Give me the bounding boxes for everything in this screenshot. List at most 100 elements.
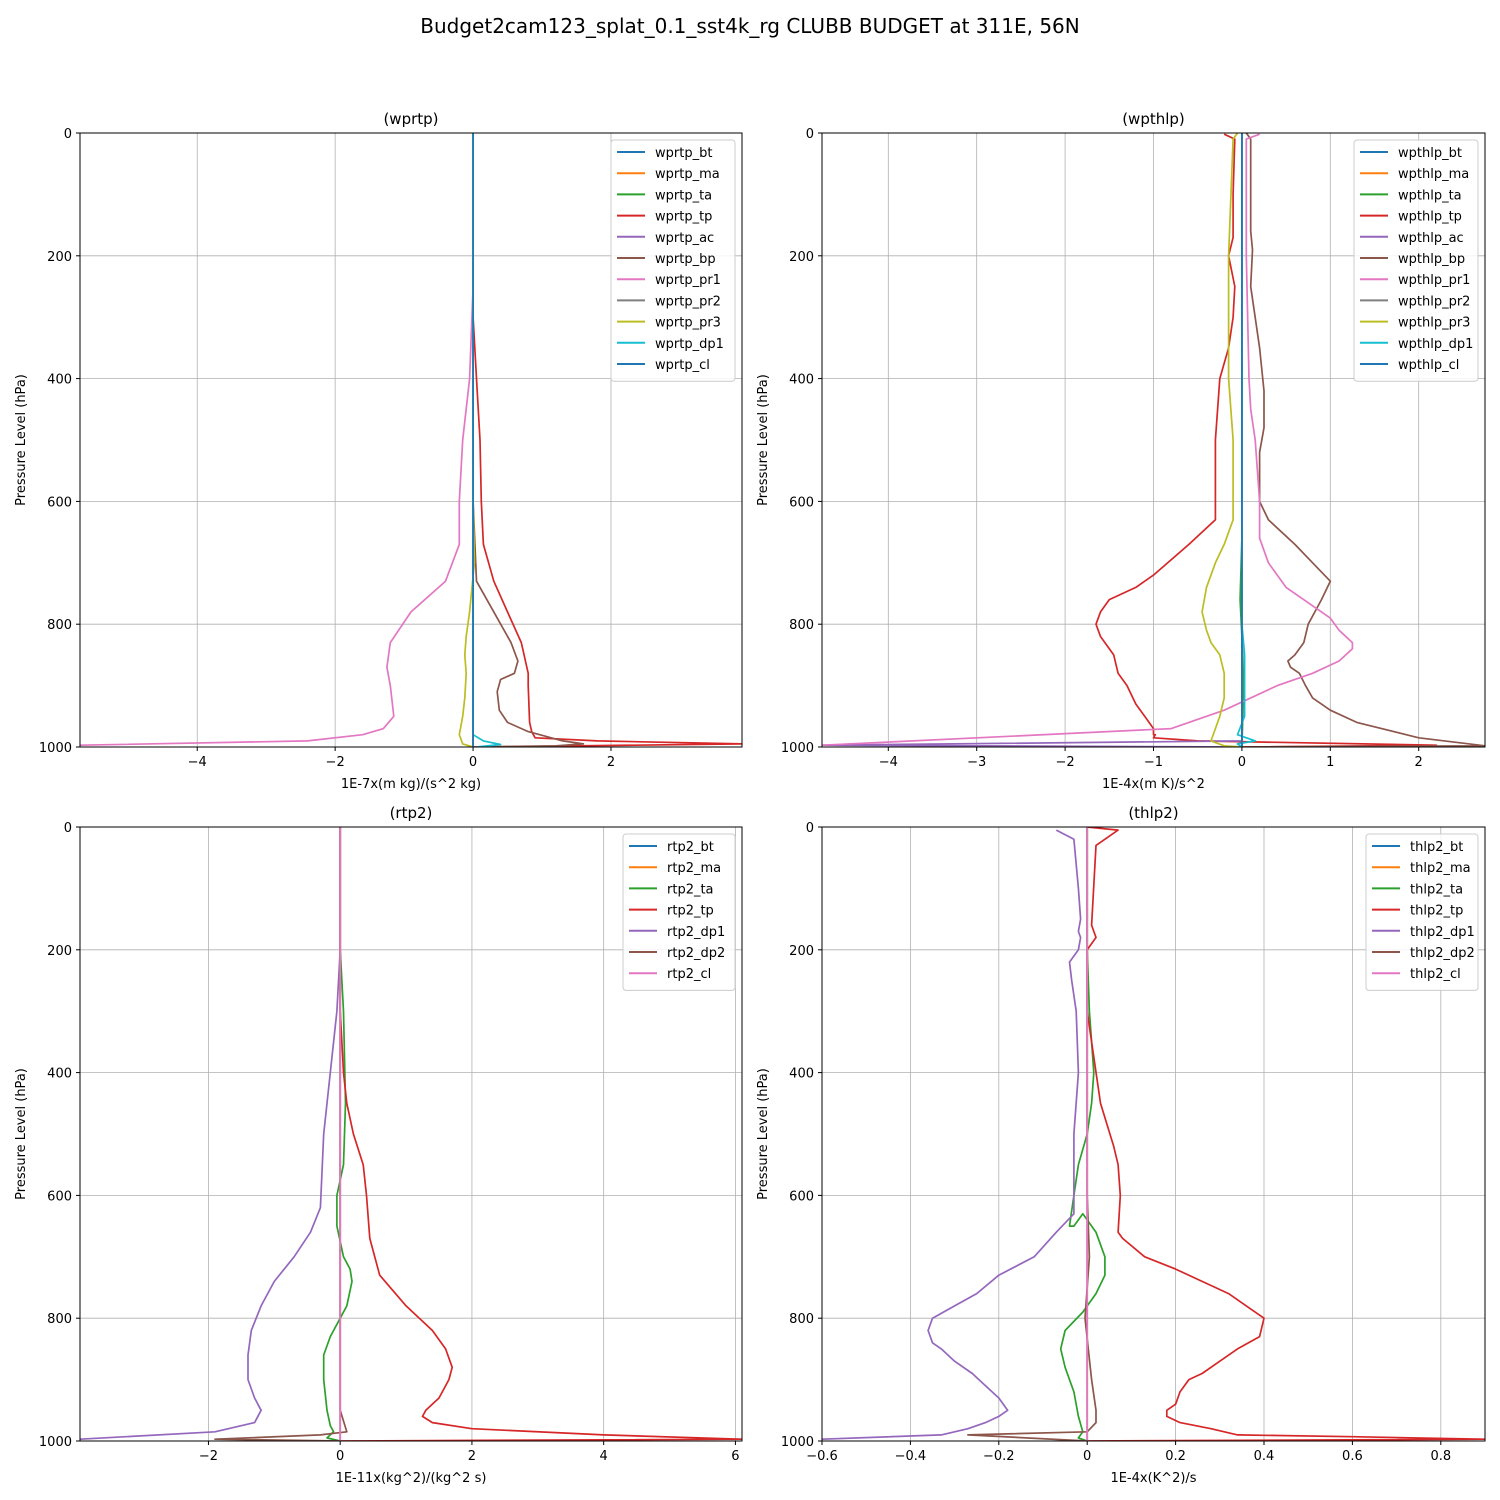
y-tick-label: 200 [47, 250, 72, 265]
legend-label: wpthlp_bp [1398, 252, 1465, 267]
x-tick-label: 0.6 [1342, 1449, 1363, 1464]
series-line-thlp2_dp1 [822, 829, 1082, 1441]
legend-label: wprtp_tp [655, 210, 712, 225]
legend-label: wprtp_pr2 [655, 294, 721, 309]
axes-frame [79, 826, 743, 1442]
legend-label: wpthlp_ac [1398, 231, 1464, 246]
x-tick-label: 0.2 [1165, 1449, 1186, 1464]
x-tick-label: 1 [1326, 755, 1334, 770]
series-group [80, 133, 742, 747]
series-group [80, 827, 742, 1441]
x-tick-label: −4 [879, 755, 898, 770]
panel-title: (wprtp) [383, 110, 438, 128]
panel-title: (wpthlp) [1122, 110, 1185, 128]
series-line-rtp2_ta [322, 827, 353, 1441]
axes-frame [821, 826, 1486, 1442]
legend-label: wpthlp_pr1 [1398, 273, 1470, 288]
y-tick-label: 400 [47, 373, 72, 388]
legend-label: rtp2_dp1 [667, 925, 725, 940]
legend-label: wpthlp_ma [1398, 167, 1469, 182]
legend-label: thlp2_ta [1410, 882, 1463, 897]
legend: rtp2_bt rtp2_ma rtp2_ta rtp2_tp rtp2_dp1 rtp2… [622, 833, 736, 991]
x-tick-label: −3 [967, 755, 986, 770]
x-tick-label: −0.2 [983, 1449, 1015, 1464]
legend-label: rtp2_bt [667, 840, 714, 855]
y-axis-label: Pressure Level (hPa) [756, 1068, 771, 1200]
legend-label: wprtp_pr3 [655, 316, 721, 331]
legend-label: wprtp_cl [655, 358, 710, 373]
legend-label: wprtp_ta [655, 188, 712, 203]
series-group [822, 827, 1485, 1441]
x-tick-label: −4 [188, 755, 207, 770]
legend-label: thlp2_dp2 [1410, 946, 1475, 961]
legend-label: wpthlp_pr3 [1398, 316, 1470, 331]
y-tick-label: 0 [64, 127, 72, 142]
panel-2: −4 −3 −2 −1 0 1 2 0 200 400 600 800 1000 (wpthlp) 1E-4… [756, 110, 1486, 792]
series-line-wpthlp_tp [1095, 133, 1438, 747]
series-line-rtp2_dp1 [80, 827, 342, 1441]
x-tick-label: −2 [199, 1449, 218, 1464]
x-tick-label: 4 [600, 1449, 608, 1464]
series-line-wpthlp_pr1 [822, 133, 1354, 747]
legend-label: wprtp_ma [655, 167, 720, 182]
series-line-thlp2_ta [1059, 827, 1106, 1441]
y-tick-label: 1000 [781, 741, 814, 756]
x-tick-label: 0 [336, 1449, 344, 1464]
y-tick-label: 800 [47, 618, 72, 633]
legend-label: wpthlp_ta [1398, 188, 1462, 203]
series-line-rtp2_tp [339, 827, 742, 1441]
legend-label: thlp2_bt [1410, 840, 1463, 855]
y-tick-label: 800 [789, 1312, 814, 1327]
x-axis-label: 1E-4x(m K)/s^2 [1102, 777, 1205, 792]
y-tick-label: 800 [47, 1312, 72, 1327]
panel-1: −4 −2 0 2 0 200 400 600 800 1000 (wprtp) 1E-7x(m kg… [14, 110, 743, 792]
x-tick-label: 2 [468, 1449, 476, 1464]
y-tick-label: 1000 [781, 1435, 814, 1450]
series-line-wpthlp_bp [1245, 133, 1485, 747]
series-line-thlp2_dp2 [967, 827, 1097, 1441]
x-tick-label: 0 [1083, 1449, 1091, 1464]
panel-title: (rtp2) [390, 804, 433, 822]
series-group [822, 133, 1485, 747]
x-axis-label: 1E-4x(K^2)/s [1110, 1471, 1196, 1486]
panel-title: (thlp2) [1128, 804, 1178, 822]
series-line-wprtp_dp1 [472, 133, 502, 747]
legend-label: wpthlp_bt [1398, 146, 1462, 161]
x-tick-label: 0 [469, 755, 477, 770]
y-tick-label: 800 [789, 618, 814, 633]
series-line-wpthlp_pr3 [1201, 133, 1242, 747]
legend-label: rtp2_dp2 [667, 946, 725, 961]
x-tick-label: 6 [731, 1449, 739, 1464]
axes-frame [79, 132, 743, 748]
series-line-wprtp_bp [472, 133, 585, 747]
x-tick-label: −0.4 [895, 1449, 927, 1464]
x-axis-label: 1E-7x(m kg)/(s^2 kg) [341, 777, 481, 792]
legend-label: thlp2_cl [1410, 967, 1461, 982]
y-tick-label: 1000 [39, 741, 72, 756]
y-tick-label: 400 [47, 1067, 72, 1082]
panel-3: −2 0 2 4 6 0 200 400 600 800 1000 (rtp2) 1E-11x(kg^2… [14, 804, 743, 1486]
y-tick-label: 600 [47, 1189, 72, 1204]
legend-label: wpthlp_dp1 [1398, 337, 1473, 352]
y-tick-label: 0 [64, 821, 72, 836]
y-tick-label: 200 [47, 944, 72, 959]
x-tick-label: 0.4 [1254, 1449, 1275, 1464]
y-tick-label: 1000 [39, 1435, 72, 1450]
legend-label: thlp2_ma [1410, 861, 1471, 876]
series-line-wprtp_pr3 [458, 133, 476, 747]
legend-label: thlp2_dp1 [1410, 925, 1475, 940]
x-tick-label: 2 [1415, 755, 1423, 770]
y-tick-label: 0 [806, 821, 814, 836]
legend-label: wpthlp_tp [1398, 210, 1462, 225]
legend-label: thlp2_tp [1410, 904, 1463, 919]
legend-label: wprtp_bp [655, 252, 716, 267]
legend-label: wprtp_bt [655, 146, 712, 161]
y-tick-label: 400 [789, 1067, 814, 1082]
y-axis-label: Pressure Level (hPa) [14, 1068, 29, 1200]
series-line-wpthlp_ac [822, 133, 1243, 747]
legend: wprtp_bt wprtp_ma wprtp_ta wprtp_tp wprtp_ac… [610, 139, 736, 382]
legend-label: wpthlp_cl [1398, 358, 1459, 373]
legend-label: wprtp_pr1 [655, 273, 721, 288]
series-line-rtp2_dp2 [214, 827, 348, 1441]
x-tick-label: 2 [607, 755, 615, 770]
